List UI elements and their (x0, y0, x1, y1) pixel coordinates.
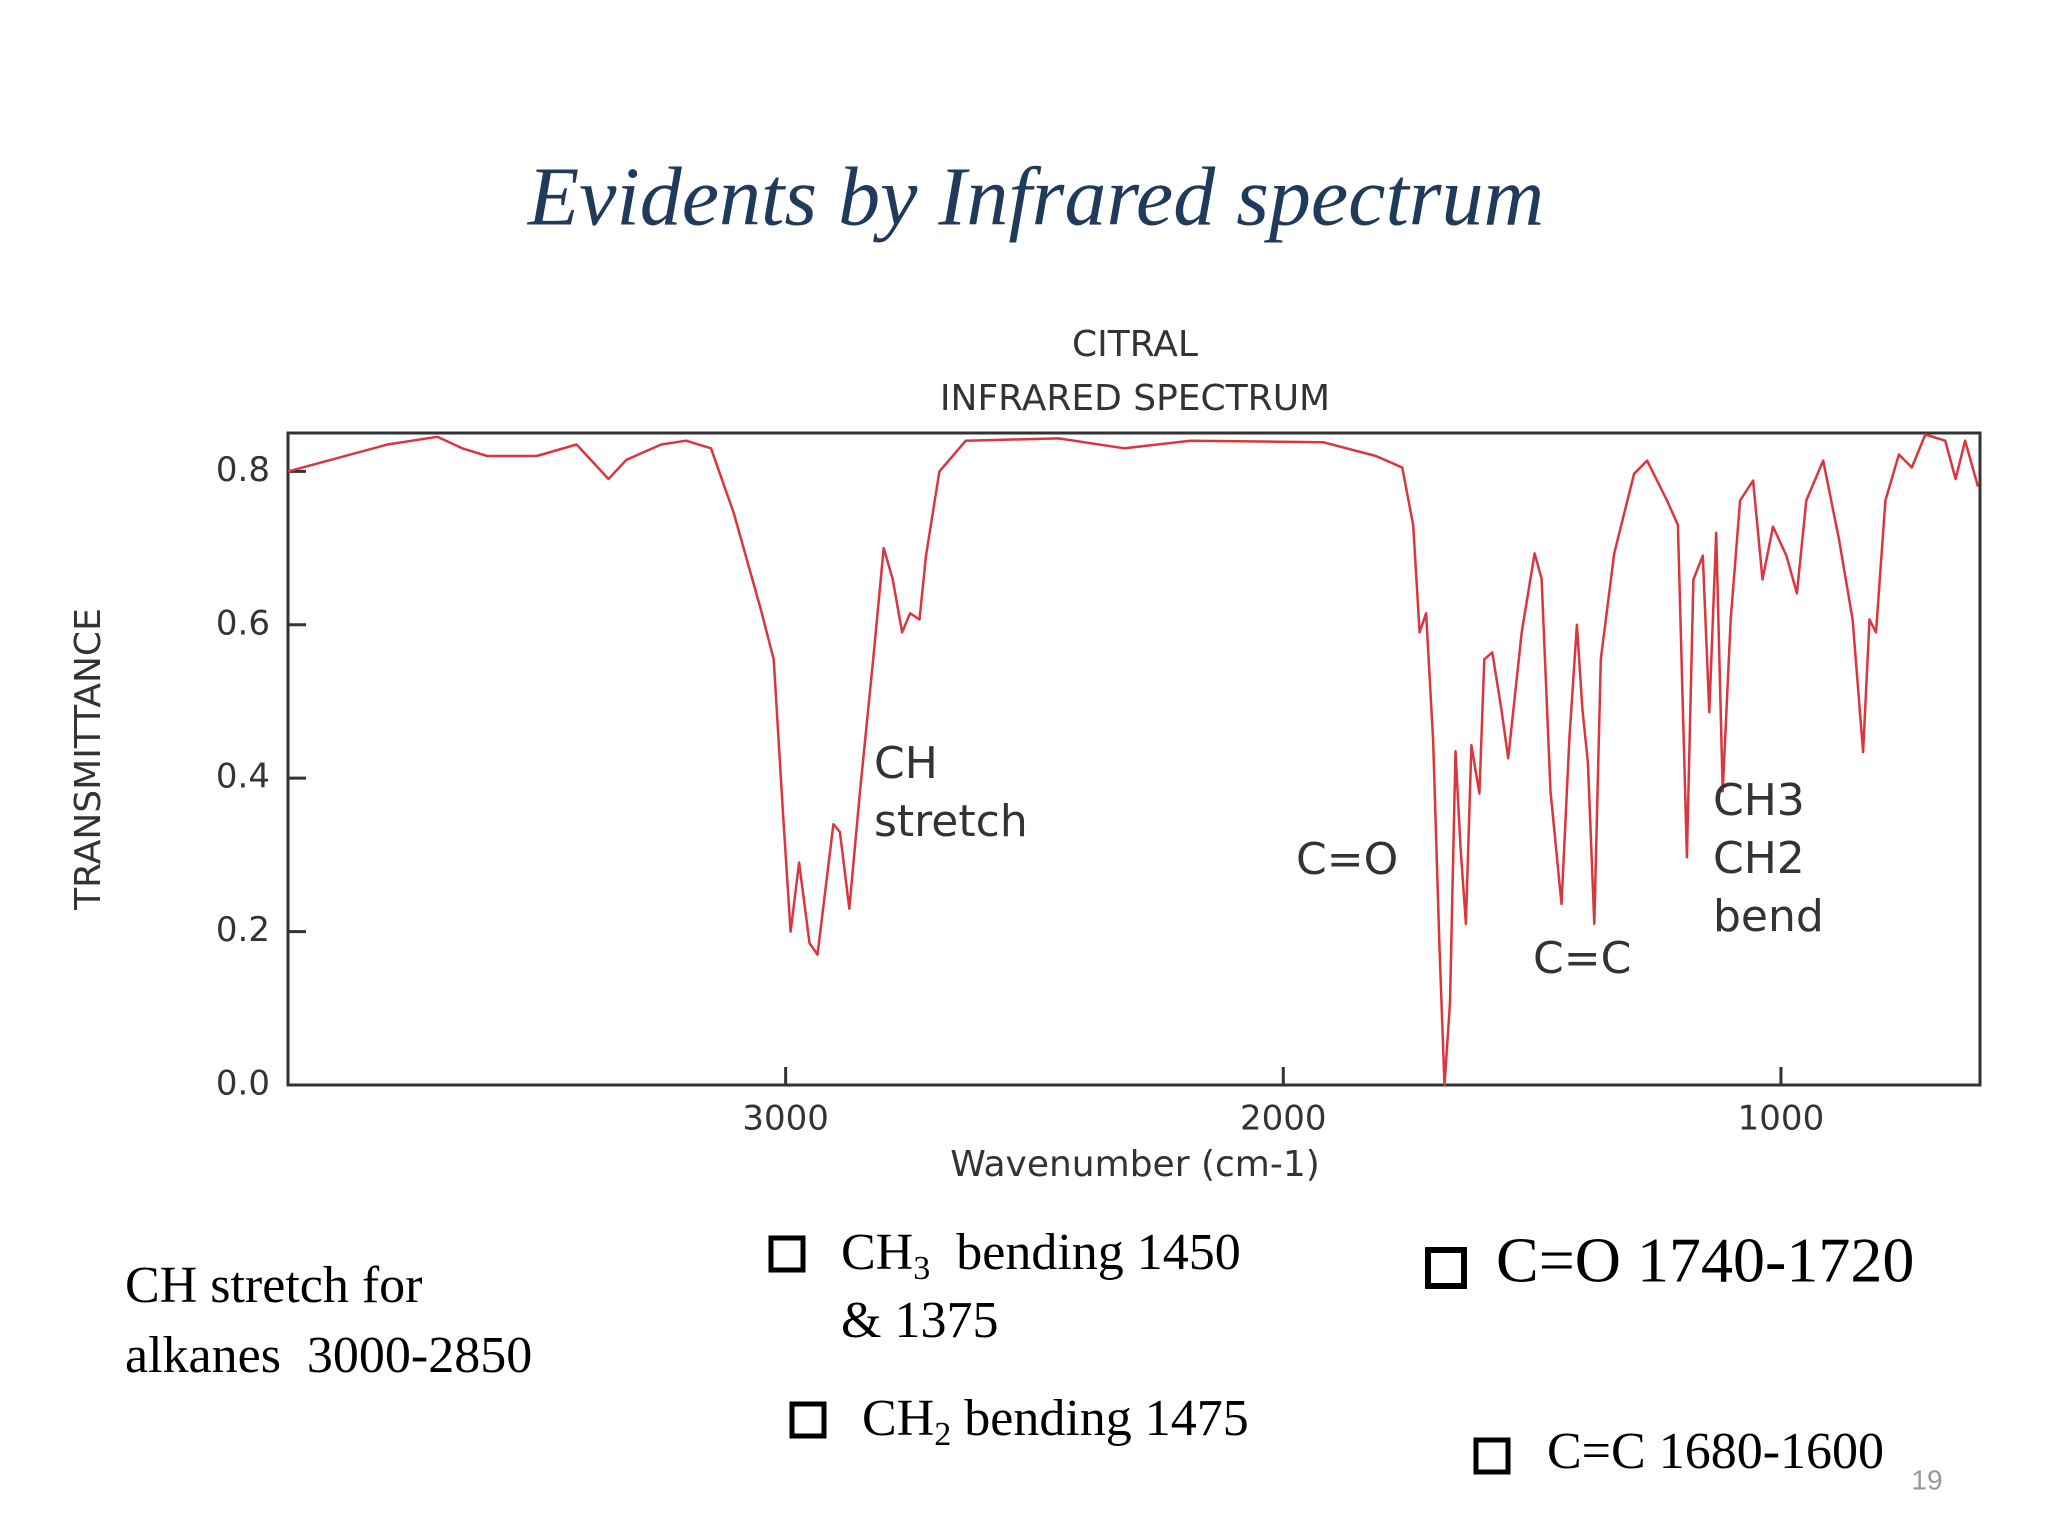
annotation: CH (874, 738, 938, 789)
subscript: 3 (913, 1250, 930, 1287)
note-line: alkanes 3000-2850 (125, 1327, 532, 1384)
plot-frame (286, 431, 1982, 1087)
note-line: CH stretch for (125, 1257, 422, 1314)
chart-subtitle: INFRARED SPECTRUM (940, 378, 1330, 419)
y-tick-label: 0.4 (216, 757, 270, 797)
chart-title: CITRAL (1072, 324, 1198, 365)
y-tick-label: 0.8 (216, 450, 270, 490)
subscript: 2 (934, 1416, 951, 1453)
annotation: stretch (874, 796, 1028, 847)
bullet-text: CH (862, 1390, 934, 1447)
annotation: bend (1713, 891, 1824, 942)
bullet-box (1473, 1437, 1511, 1475)
y-axis-label: TRANSMITTANCE (68, 608, 109, 911)
bullet-text: C=O 1740-1720 (1496, 1225, 1914, 1296)
spectrum-line (287, 433, 1980, 1087)
bullet-text: CH (841, 1224, 913, 1281)
y-tick-label: 0.6 (216, 603, 270, 643)
annotation: CH3 (1713, 775, 1805, 826)
x-tick-label: 3000 (742, 1099, 829, 1139)
bullet-box (789, 1401, 827, 1439)
bullet-text: bending 1475 (951, 1390, 1249, 1447)
bullet-box (768, 1235, 806, 1273)
x-axis-label: Wavenumber (cm-1) (950, 1144, 1320, 1185)
annotation: CH2 (1713, 833, 1805, 884)
bullet-text: CH2 bending 1475 (862, 1390, 1249, 1453)
x-tick-label: 2000 (1240, 1099, 1327, 1139)
x-tick-label: 1000 (1738, 1099, 1825, 1139)
annotation: C=C (1533, 933, 1631, 984)
page-number: 19 (1911, 1464, 1942, 1495)
y-tick-label: 0.0 (216, 1064, 270, 1104)
y-tick-label: 0.2 (216, 910, 270, 950)
bullet-text: bending 1450 (930, 1224, 1241, 1281)
slide-title: Evidents by Infrared spectrum (527, 150, 1544, 243)
bullet-box (1425, 1247, 1467, 1289)
annotation: C=O (1296, 834, 1398, 885)
bullet-text: C=C 1680-1600 (1547, 1423, 1884, 1480)
bullet-text: CH3 bending 1450 (841, 1224, 1241, 1287)
bullet-text: & 1375 (841, 1292, 998, 1349)
